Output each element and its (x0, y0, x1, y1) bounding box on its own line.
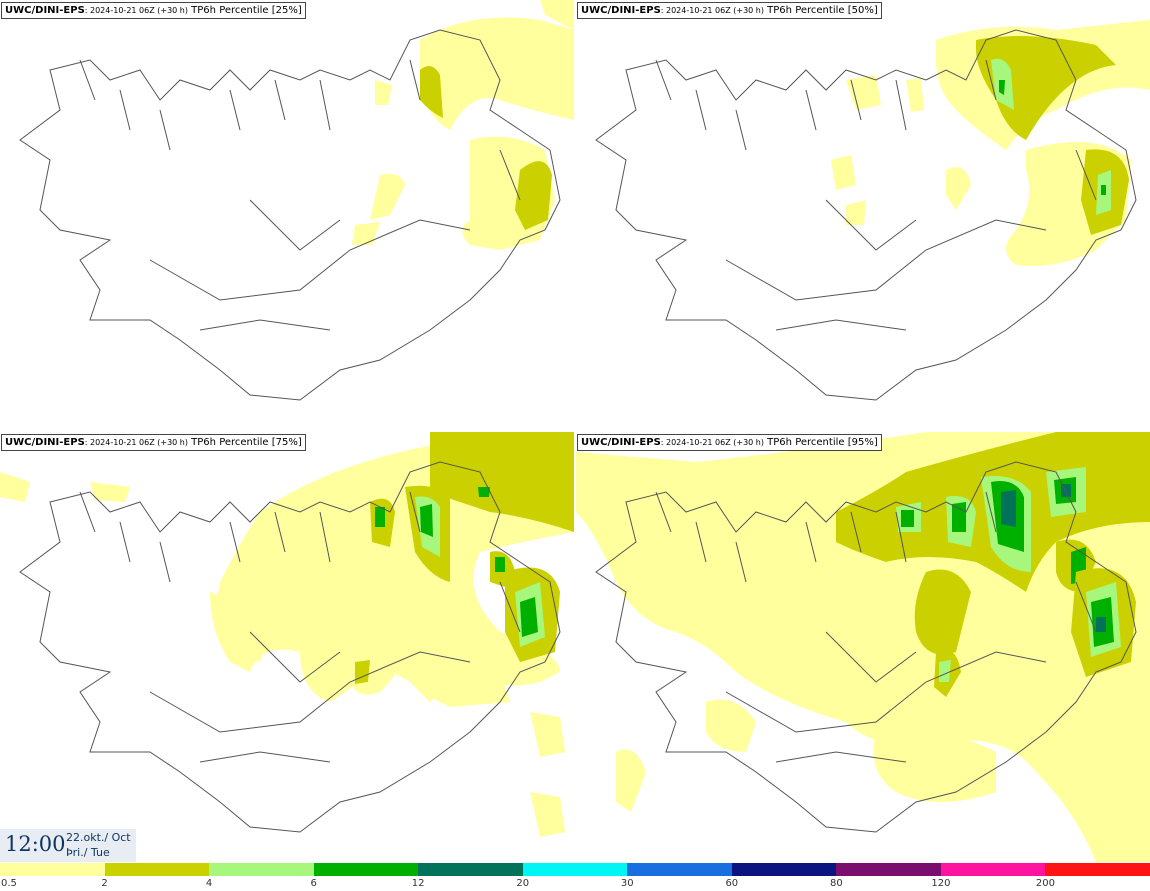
valid-time-clock: 12:00 (5, 832, 66, 856)
legend-label: 12 (411, 878, 425, 889)
legend-swatch (209, 863, 315, 876)
legend-swatch (836, 863, 942, 876)
valid-weekday: Þri./ Tue (66, 846, 110, 859)
legend-label: 4 (205, 878, 213, 889)
iceland-coastline (19, 461, 561, 833)
legend-swatch (522, 863, 628, 876)
valid-date: 22.okt./ Oct (66, 831, 131, 844)
run-info: : 2024-10-21 06Z (+30 h) (84, 6, 188, 15)
variable-label: TP6h Percentile [75%] (191, 437, 302, 448)
legend-swatch (627, 863, 733, 876)
iceland-coastline (595, 461, 1137, 833)
model-name: UWC/DINI-EPS (581, 5, 661, 16)
map-panel-p95: UWC/DINI-EPS: 2024-10-21 06Z (+30 h) TP6… (576, 432, 1150, 862)
panel-title: UWC/DINI-EPS: 2024-10-21 06Z (+30 h) TP6… (577, 434, 882, 451)
legend-label: 0.5 (1, 878, 17, 889)
precip-map (595, 0, 1150, 401)
legend-swatch (104, 863, 210, 876)
run-info: : 2024-10-21 06Z (+30 h) (660, 6, 764, 15)
model-name: UWC/DINI-EPS (5, 5, 85, 16)
iceland-coastline (19, 29, 561, 401)
legend-label: 2 (101, 878, 108, 889)
legend-label: 80 (829, 878, 843, 889)
color-legend: 0.5 2 4 6 12 20 30 60 80 120 200 (0, 863, 1150, 891)
panel-divider (574, 0, 576, 862)
legend-swatch (940, 863, 1046, 876)
variable-label: TP6h Percentile [25%] (191, 5, 302, 16)
map-panel-p25: UWC/DINI-EPS: 2024-10-21 06Z (+30 h) TP6… (0, 0, 574, 430)
panel-title: UWC/DINI-EPS: 2024-10-21 06Z (+30 h) TP6… (1, 434, 306, 451)
legend-swatch (418, 863, 524, 876)
model-name: UWC/DINI-EPS (581, 437, 661, 448)
iceland-coastline (595, 29, 1137, 401)
variable-label: TP6h Percentile [95%] (767, 437, 878, 448)
legend-label: 6 (310, 878, 317, 889)
map-panel-p50: UWC/DINI-EPS: 2024-10-21 06Z (+30 h) TP6… (576, 0, 1150, 430)
precip-map (19, 0, 574, 401)
legend-swatch (731, 863, 837, 876)
precip-map (576, 432, 1150, 862)
panel-title: UWC/DINI-EPS: 2024-10-21 06Z (+30 h) TP6… (1, 2, 306, 19)
legend-swatch (0, 863, 106, 876)
legend-label: 60 (725, 878, 739, 889)
legend-label: 200 (1035, 878, 1055, 889)
variable-label: TP6h Percentile [50%] (767, 5, 878, 16)
map-panel-p75: UWC/DINI-EPS: 2024-10-21 06Z (+30 h) TP6… (0, 432, 574, 862)
valid-time-box: 12:00 22.okt./ Oct Þri./ Tue (0, 829, 136, 862)
legend-label: 30 (620, 878, 634, 889)
precip-shading (0, 432, 574, 837)
legend-label: 20 (516, 878, 530, 889)
precip-shading (352, 0, 574, 250)
run-info: : 2024-10-21 06Z (+30 h) (660, 438, 764, 447)
precip-shading (576, 432, 1150, 862)
legend-label: 120 (931, 878, 951, 889)
run-info: : 2024-10-21 06Z (+30 h) (84, 438, 188, 447)
legend-swatch (313, 863, 419, 876)
model-name: UWC/DINI-EPS (5, 437, 85, 448)
precip-map (0, 432, 574, 837)
legend-swatch (1045, 863, 1150, 876)
precip-shading (831, 0, 1150, 266)
panel-title: UWC/DINI-EPS: 2024-10-21 06Z (+30 h) TP6… (577, 2, 882, 19)
